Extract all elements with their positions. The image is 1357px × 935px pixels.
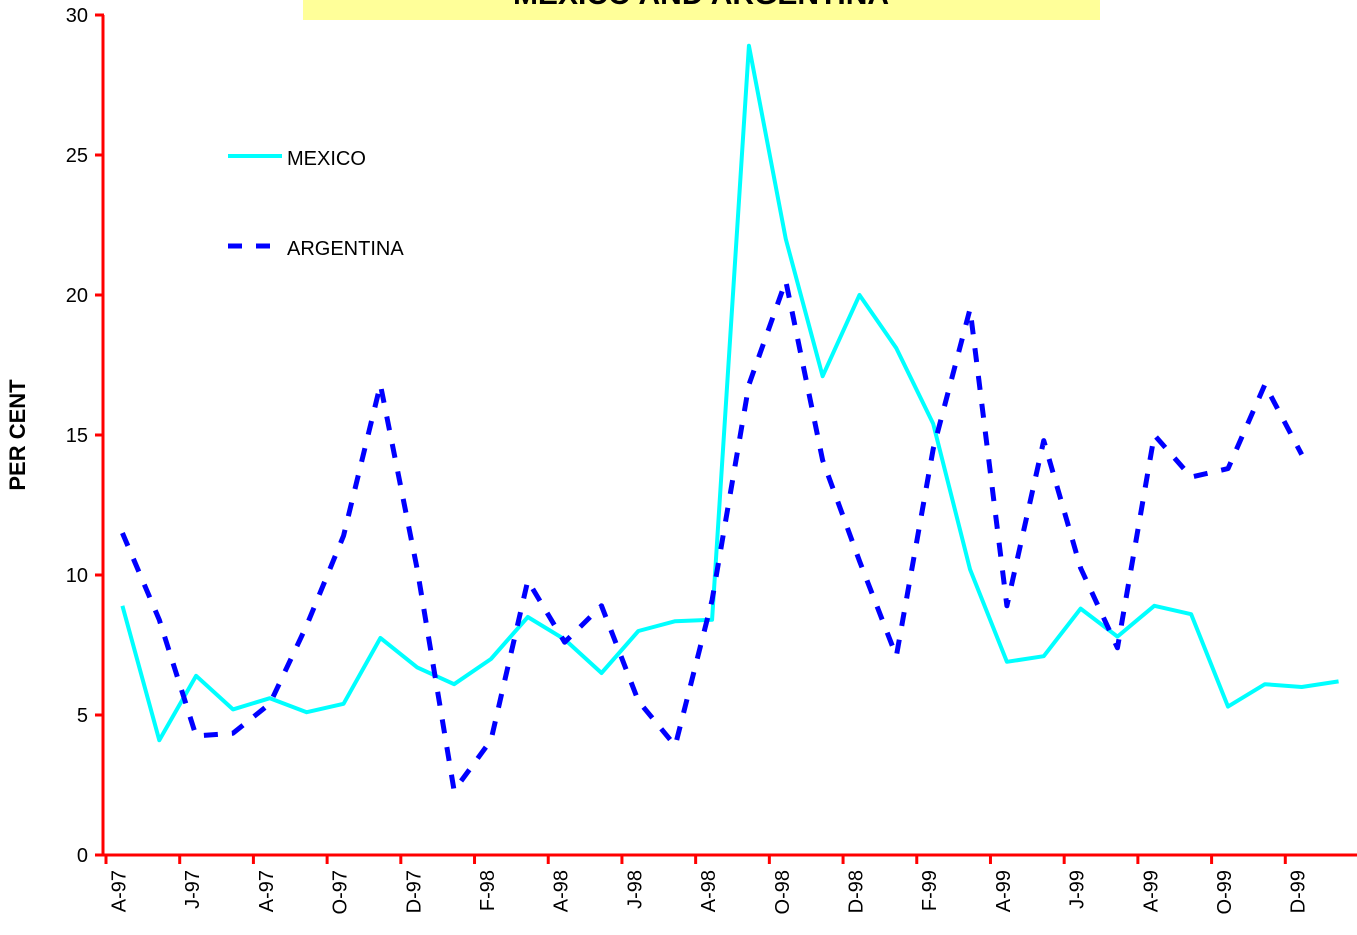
x-tick-label: F-98 xyxy=(477,870,499,911)
x-tick-label: A-97 xyxy=(108,870,130,912)
legend-label: ARGENTINA xyxy=(287,238,404,260)
y-tick-label: 10 xyxy=(66,565,88,587)
x-tick-label: D-99 xyxy=(1288,870,1310,913)
x-tick-label: A-98 xyxy=(551,870,573,912)
x-tick-label: A-99 xyxy=(993,870,1015,912)
x-tick-label: O-99 xyxy=(1214,870,1236,914)
x-tick-label: D-98 xyxy=(845,870,867,913)
y-axis-label: PER CENT xyxy=(5,379,30,491)
line-argentina xyxy=(120,278,1304,794)
title-box xyxy=(303,0,1100,20)
x-tick-label: F-99 xyxy=(919,870,941,911)
x-tick-label: J-98 xyxy=(624,870,646,909)
legend-label: MEXICO xyxy=(287,148,366,170)
x-tick-label: A-97 xyxy=(256,870,278,912)
line-mexico xyxy=(120,43,1339,743)
x-tick-label: A-98 xyxy=(698,870,720,912)
chart-title: MEXICO AND ARGENTINA xyxy=(513,0,889,11)
x-tick-label: A-99 xyxy=(1140,870,1162,912)
x-tick-label: O-98 xyxy=(772,870,794,914)
y-tick-label: 30 xyxy=(66,5,88,27)
x-tick-label: D-97 xyxy=(403,870,425,913)
y-tick-label: 5 xyxy=(77,705,88,727)
x-tick-label: J-99 xyxy=(1067,870,1089,909)
y-tick-label: 25 xyxy=(66,145,88,167)
y-tick-label: 0 xyxy=(77,845,88,867)
y-tick-label: 15 xyxy=(66,425,88,447)
x-tick-label: O-97 xyxy=(330,870,352,914)
x-tick-label: J-97 xyxy=(182,870,204,909)
y-tick-label: 20 xyxy=(66,285,88,307)
